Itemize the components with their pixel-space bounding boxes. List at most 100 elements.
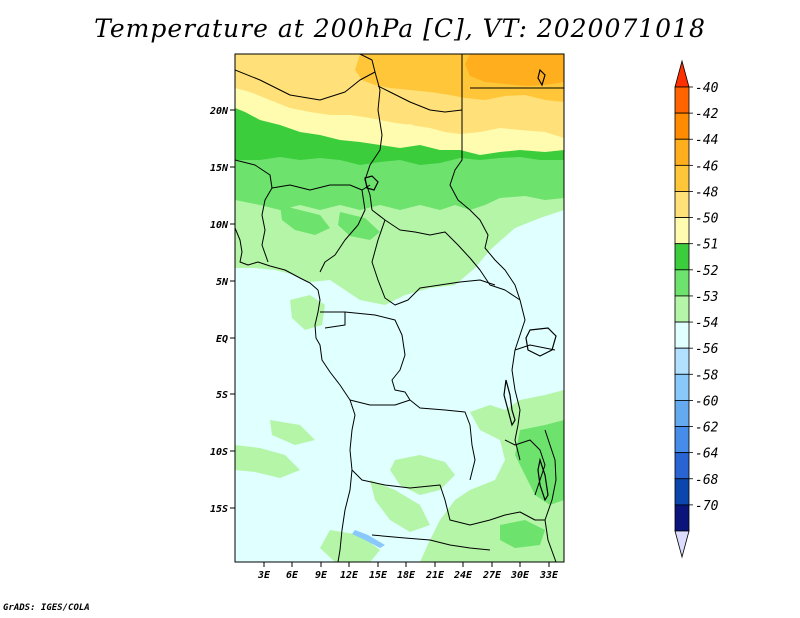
lon-label: 15E <box>369 570 388 581</box>
colorbar-swatch <box>674 112 690 140</box>
temperature-band-minus53-patch-d <box>270 420 315 445</box>
southern-border-a <box>351 469 545 526</box>
colorbar-swatch <box>674 269 690 297</box>
lat-label: 15S <box>210 504 228 515</box>
temperature-band-minus53-patch-c <box>370 480 430 532</box>
colorbar-label: -50 <box>695 212 719 227</box>
grads-credit: GrADS: IGES/COLA <box>3 603 90 613</box>
lake-tanganyika <box>503 379 516 427</box>
west-africa-coast <box>235 227 319 291</box>
colorbar-label: -46 <box>695 159 719 174</box>
map-plot-area <box>235 54 564 562</box>
colorbar-label: -44 <box>695 133 718 148</box>
country-boundaries <box>235 54 564 562</box>
colorbar-label: -58 <box>695 368 719 383</box>
north-border-b <box>364 71 383 211</box>
colorbar-label: -40 <box>695 81 719 96</box>
central-border-c <box>344 311 411 401</box>
lon-label: 30E <box>510 570 530 581</box>
eastern-border-b <box>514 344 556 351</box>
colorbar-swatch <box>674 138 690 166</box>
colorbar-swatch <box>674 504 690 532</box>
temperature-band-minus53-patch-b <box>235 445 300 478</box>
colorbar-swatch <box>674 321 690 349</box>
colorbar-label: -51 <box>695 238 718 253</box>
lat-label: 20N <box>209 106 229 117</box>
lat-label: 5N <box>216 277 229 288</box>
longitude-axis <box>263 562 550 567</box>
colorbar-label: -52 <box>695 264 719 279</box>
longitude-labels: 3E 6E 9E 12E 15E 18E 21E 24E 27E 30E 33E <box>257 570 559 581</box>
temperature-band-minus52-patch-d <box>500 520 545 548</box>
lat-label: 5S <box>216 390 228 401</box>
temperature-band-minus52-patch-a <box>280 205 330 235</box>
temperature-band-minus56-patch <box>352 530 385 548</box>
temperature-band-minus52-patch-b <box>338 212 380 240</box>
west-border-c <box>319 189 366 273</box>
map-title: Temperature at 200hPa [C], VT: 202007101… <box>94 14 706 43</box>
north-border-a <box>235 54 376 101</box>
lake-chad <box>364 175 379 191</box>
lake-turkana <box>537 68 546 87</box>
colorbar-swatch <box>674 347 690 375</box>
colorbar-label: -48 <box>695 185 719 200</box>
colorbar-label: -64 <box>695 447 718 462</box>
colorbar-swatch <box>674 400 690 427</box>
lake-victoria <box>525 327 557 357</box>
lon-label: 6E <box>286 570 299 581</box>
colorbar-label: -62 <box>695 421 719 436</box>
colorbar-swatch <box>674 86 690 114</box>
eastern-border-a <box>511 299 526 461</box>
colorbar-swatch <box>674 426 690 454</box>
lat-label: 10N <box>210 220 229 231</box>
colorbar-swatch <box>674 452 690 480</box>
east-africa-coast <box>544 429 557 562</box>
temperature-band-minus53-patch-e <box>320 530 380 562</box>
colorbar-label: -54 <box>695 316 718 331</box>
temperature-band-minus44 <box>465 54 564 86</box>
north-border-d <box>449 110 521 301</box>
colorbar-swatch <box>674 243 690 271</box>
lakes <box>364 68 557 502</box>
lon-label: 33E <box>539 570 559 581</box>
lake-malawi <box>537 457 549 502</box>
colorbar: -40 -42 -44 -46 -48 -50 -51 -52 -53 -54 -56 -58 -60 -… <box>674 59 719 559</box>
latitude-labels: 20N 15N 10N 5N EQ 5S 10S 15S <box>209 106 229 515</box>
colorbar-swatch <box>674 191 690 218</box>
colorbar-swatch <box>674 373 690 401</box>
lon-label: 9E <box>315 570 328 581</box>
lon-label: 18E <box>397 570 416 581</box>
lon-label: 27E <box>482 570 502 581</box>
colorbar-swatch <box>674 478 690 506</box>
west-border-a <box>235 159 273 263</box>
central-border-d <box>320 311 346 329</box>
temperature-band-minus50-patch <box>390 124 425 136</box>
colorbar-bottom-triangle <box>674 530 690 559</box>
map-frame <box>234 53 565 563</box>
colorbar-swatch <box>674 164 690 192</box>
colorbar-label: -53 <box>695 290 718 305</box>
colorbar-label: -56 <box>695 342 719 357</box>
colorbar-swatch <box>674 295 690 323</box>
lat-label: EQ <box>216 334 228 345</box>
central-border-e <box>349 399 476 481</box>
colorbar-label: -68 <box>695 473 719 488</box>
eastern-border-c <box>504 439 546 496</box>
southern-border-b <box>371 534 491 551</box>
colorbar-label: -42 <box>695 107 719 122</box>
lon-label: 21E <box>425 570 445 581</box>
latitude-axis <box>230 109 235 509</box>
colorbar-swatch <box>674 217 690 245</box>
lon-label: 12E <box>340 570 359 581</box>
lon-label: 3E <box>257 570 271 581</box>
colorbar-label: -70 <box>695 499 719 514</box>
lon-label: 24E <box>453 570 473 581</box>
central-border-a <box>371 209 521 301</box>
central-border-b <box>371 219 496 306</box>
lat-label: 10S <box>210 447 228 458</box>
colorbar-top-triangle <box>674 59 690 88</box>
lat-label: 15N <box>210 163 229 174</box>
colorbar-label: -60 <box>695 394 719 409</box>
